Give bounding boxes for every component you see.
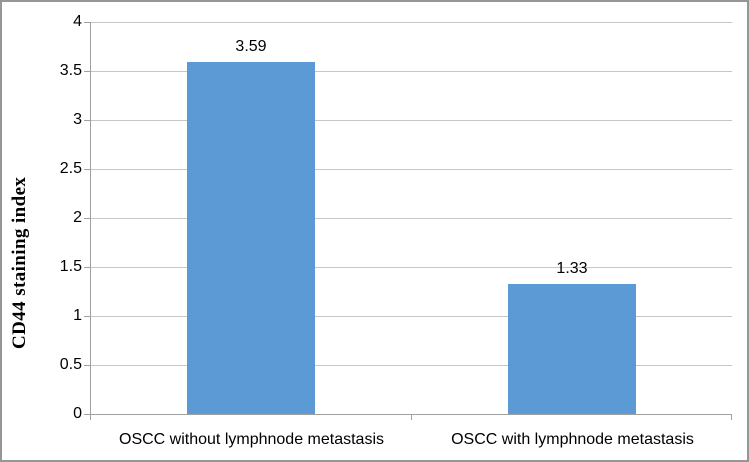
y-tick-mark bbox=[84, 316, 90, 317]
bar-value-label: 1.33 bbox=[556, 260, 588, 277]
x-tick-mark bbox=[411, 415, 412, 420]
gridline bbox=[91, 22, 732, 23]
bar bbox=[187, 62, 315, 414]
y-tick-mark bbox=[84, 267, 90, 268]
y-tick-mark bbox=[84, 169, 90, 170]
y-tick-label: 1.5 bbox=[59, 258, 82, 275]
y-tick-mark bbox=[84, 120, 90, 121]
gridline bbox=[91, 365, 732, 366]
y-tick-label: 0 bbox=[73, 405, 82, 422]
y-tick-label: 4 bbox=[73, 13, 82, 30]
y-tick-label: 3.5 bbox=[59, 62, 82, 79]
y-tick-label: 0.5 bbox=[59, 356, 82, 373]
y-axis-line bbox=[90, 22, 91, 414]
y-tick-mark bbox=[84, 22, 90, 23]
x-category-label: OSCC without lymphnode metastasis bbox=[119, 431, 384, 448]
y-tick-label: 2 bbox=[73, 209, 82, 226]
x-axis-line bbox=[90, 414, 732, 415]
y-tick-mark bbox=[84, 414, 90, 415]
gridline bbox=[91, 218, 732, 219]
y-tick-mark bbox=[84, 365, 90, 366]
gridline bbox=[91, 71, 732, 72]
y-tick-label: 1 bbox=[73, 307, 82, 324]
x-category-label: OSCC with lymphnode metastasis bbox=[451, 431, 694, 448]
y-tick-mark bbox=[84, 71, 90, 72]
gridline bbox=[91, 316, 732, 317]
gridline bbox=[91, 169, 732, 170]
gridline bbox=[91, 120, 732, 121]
bar bbox=[508, 284, 636, 414]
y-tick-label: 3 bbox=[73, 111, 82, 128]
y-tick-label: 2.5 bbox=[59, 160, 82, 177]
x-tick-mark bbox=[90, 415, 91, 420]
gridline bbox=[91, 267, 732, 268]
y-tick-mark bbox=[84, 218, 90, 219]
x-tick-mark bbox=[731, 415, 732, 420]
bar-value-label: 3.59 bbox=[235, 38, 267, 55]
